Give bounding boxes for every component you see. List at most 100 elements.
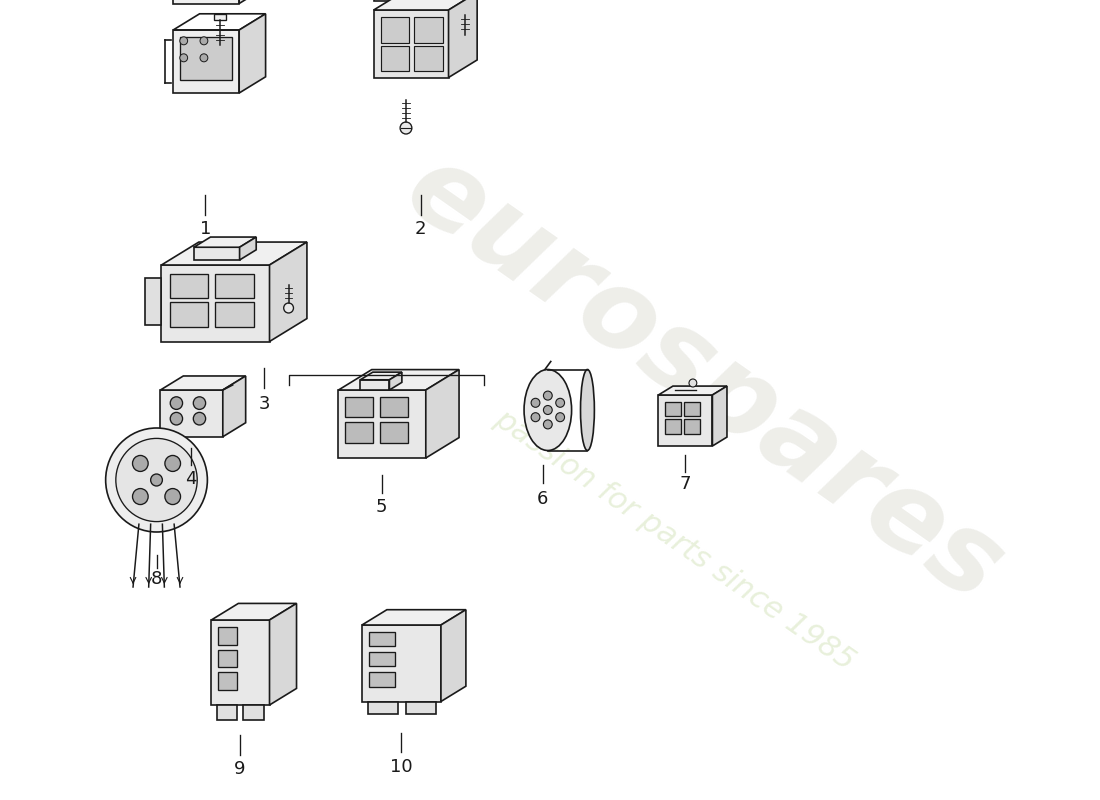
- Polygon shape: [379, 422, 408, 443]
- Circle shape: [531, 398, 540, 407]
- Polygon shape: [415, 18, 443, 43]
- Polygon shape: [145, 278, 162, 325]
- Polygon shape: [216, 274, 254, 298]
- Text: 9: 9: [234, 760, 245, 778]
- Polygon shape: [368, 702, 398, 714]
- Circle shape: [543, 406, 552, 414]
- Polygon shape: [666, 402, 681, 416]
- Polygon shape: [368, 632, 395, 646]
- Polygon shape: [180, 37, 232, 80]
- Circle shape: [132, 455, 148, 471]
- Circle shape: [170, 397, 183, 410]
- Circle shape: [170, 412, 183, 425]
- Polygon shape: [368, 652, 395, 666]
- Polygon shape: [374, 0, 477, 10]
- Circle shape: [116, 438, 197, 522]
- Circle shape: [165, 489, 180, 505]
- Circle shape: [543, 391, 552, 400]
- Polygon shape: [339, 370, 459, 390]
- Text: 1: 1: [200, 220, 211, 238]
- Polygon shape: [659, 395, 713, 446]
- Circle shape: [556, 398, 564, 407]
- Polygon shape: [214, 14, 225, 20]
- Polygon shape: [217, 705, 238, 720]
- Circle shape: [689, 379, 696, 387]
- Polygon shape: [449, 0, 477, 2]
- Ellipse shape: [581, 370, 594, 450]
- Circle shape: [165, 455, 180, 471]
- Polygon shape: [381, 18, 409, 43]
- Polygon shape: [362, 610, 466, 625]
- Polygon shape: [374, 10, 449, 78]
- Polygon shape: [211, 620, 270, 705]
- Circle shape: [179, 54, 188, 62]
- Polygon shape: [218, 650, 238, 667]
- Polygon shape: [223, 376, 245, 437]
- Circle shape: [179, 37, 188, 45]
- Text: 8: 8: [151, 570, 162, 588]
- Polygon shape: [406, 702, 437, 714]
- Polygon shape: [449, 0, 477, 78]
- Polygon shape: [389, 372, 402, 390]
- Circle shape: [151, 474, 163, 486]
- Polygon shape: [243, 705, 264, 720]
- Polygon shape: [169, 274, 208, 298]
- Circle shape: [284, 303, 294, 313]
- Polygon shape: [381, 46, 409, 71]
- Circle shape: [132, 489, 148, 505]
- Polygon shape: [161, 376, 245, 390]
- Polygon shape: [162, 242, 307, 265]
- Text: 4: 4: [185, 470, 197, 488]
- Polygon shape: [161, 390, 223, 437]
- Polygon shape: [240, 237, 256, 260]
- Polygon shape: [426, 370, 459, 458]
- Polygon shape: [216, 302, 254, 327]
- Polygon shape: [441, 610, 466, 702]
- Polygon shape: [194, 247, 240, 260]
- Text: 7: 7: [679, 475, 691, 493]
- Text: 6: 6: [537, 490, 549, 508]
- Circle shape: [194, 397, 206, 410]
- Circle shape: [200, 37, 208, 45]
- Polygon shape: [339, 390, 426, 458]
- Text: 10: 10: [389, 758, 412, 776]
- Polygon shape: [169, 302, 208, 327]
- Polygon shape: [379, 397, 408, 418]
- Polygon shape: [194, 237, 256, 247]
- Polygon shape: [162, 265, 270, 342]
- Text: eurospares: eurospares: [386, 134, 1023, 626]
- Polygon shape: [173, 0, 239, 3]
- Polygon shape: [218, 673, 238, 690]
- Polygon shape: [270, 242, 307, 342]
- Circle shape: [194, 412, 206, 425]
- Circle shape: [400, 122, 411, 134]
- Ellipse shape: [524, 370, 572, 450]
- Circle shape: [543, 420, 552, 429]
- Circle shape: [531, 413, 540, 422]
- Polygon shape: [211, 603, 297, 620]
- Text: 5: 5: [376, 498, 387, 516]
- Polygon shape: [374, 0, 449, 2]
- Circle shape: [106, 428, 208, 532]
- Polygon shape: [270, 603, 297, 705]
- Polygon shape: [361, 372, 402, 380]
- Polygon shape: [684, 419, 700, 434]
- Polygon shape: [368, 672, 395, 686]
- Text: 2: 2: [415, 220, 427, 238]
- Polygon shape: [713, 386, 727, 446]
- Polygon shape: [218, 627, 238, 645]
- Polygon shape: [361, 380, 389, 390]
- Polygon shape: [415, 46, 443, 71]
- Polygon shape: [345, 422, 373, 443]
- Circle shape: [200, 54, 208, 62]
- Polygon shape: [666, 419, 681, 434]
- Polygon shape: [239, 0, 265, 3]
- Polygon shape: [684, 402, 700, 416]
- Polygon shape: [239, 14, 265, 93]
- Polygon shape: [659, 386, 727, 395]
- Text: passion for parts since 1985: passion for parts since 1985: [490, 404, 860, 676]
- Polygon shape: [345, 397, 373, 418]
- Circle shape: [556, 413, 564, 422]
- Polygon shape: [459, 9, 471, 15]
- Polygon shape: [173, 30, 239, 93]
